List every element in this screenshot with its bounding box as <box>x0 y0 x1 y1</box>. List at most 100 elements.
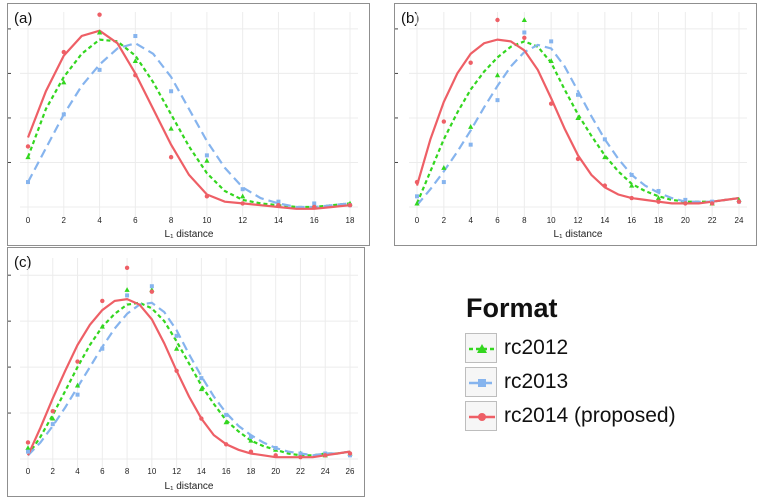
x-tick-label: 10 <box>202 216 211 225</box>
data-point-rc2012 <box>629 182 635 188</box>
data-point-rc2013 <box>75 392 80 397</box>
data-point-rc2012 <box>168 125 174 131</box>
data-point-rc2014-proposed <box>602 183 608 188</box>
data-point-rc2013 <box>125 293 130 298</box>
x-tick-label: 4 <box>75 467 80 476</box>
data-point-rc2013 <box>602 137 607 142</box>
x-tick-label: 24 <box>321 467 330 476</box>
legend: Format rc2012 rc2013 rc2014 (proposed) <box>462 293 752 443</box>
data-point-rc2014-proposed <box>347 203 353 208</box>
data-point-rc2014-proposed <box>124 265 130 271</box>
x-tick-label: 10 <box>147 467 156 476</box>
legend-label: rc2014 (proposed) <box>504 404 676 427</box>
x-tick-label: 16 <box>222 467 231 476</box>
legend-marker <box>477 344 487 353</box>
data-point-rc2014-proposed <box>522 35 527 41</box>
data-point-rc2014-proposed <box>75 359 80 364</box>
data-point-rc2013 <box>224 412 229 417</box>
legend-item-rc2013: rc2013 <box>462 366 752 400</box>
data-point-rc2012 <box>575 115 581 120</box>
data-point-rc2014-proposed <box>168 154 174 160</box>
x-tick-label: 14 <box>600 216 609 225</box>
series-line-rc2012 <box>27 301 351 457</box>
data-point-rc2014-proposed <box>133 73 138 78</box>
data-point-rc2014-proposed <box>248 449 254 454</box>
data-point-rc2013 <box>576 92 580 97</box>
legend-item-rc2012: rc2012 <box>462 332 752 366</box>
x-tick-label: 20 <box>681 216 690 225</box>
data-point-rc2014-proposed <box>312 204 317 210</box>
data-point-rc2012 <box>174 345 180 351</box>
x-tick-label: 18 <box>346 216 355 225</box>
x-tick-label: 14 <box>197 467 206 476</box>
data-point-rc2013 <box>26 449 30 454</box>
data-point-rc2013 <box>149 284 154 289</box>
x-tick-label: 0 <box>26 216 31 225</box>
data-point-rc2014-proposed <box>629 195 634 201</box>
legend-marker <box>478 379 486 387</box>
legend-marker <box>478 413 486 421</box>
x-axis-title: L₁ distance <box>554 229 603 240</box>
data-point-rc2012 <box>99 323 105 329</box>
chart-svg-a: 0 2 4 6 8 10 12 14 16 18 L₁ distance <box>8 12 358 240</box>
data-point-rc2012 <box>494 72 501 78</box>
legend-label: rc2013 <box>504 370 569 393</box>
data-point-rc2013 <box>204 153 209 158</box>
data-point-rc2012 <box>602 154 608 160</box>
x-tick-label: 20 <box>271 467 280 476</box>
data-point-rc2012 <box>223 419 229 425</box>
data-point-rc2014-proposed <box>548 101 554 106</box>
data-point-rc2014-proposed <box>223 442 229 447</box>
x-tick-label: 8 <box>522 216 527 225</box>
data-point-rc2014-proposed <box>97 12 102 17</box>
data-point-rc2012 <box>204 157 210 163</box>
x-tick-label: 0 <box>26 467 31 476</box>
x-tick-label: 26 <box>346 467 355 476</box>
data-point-rc2014-proposed <box>149 289 155 294</box>
data-point-rc2014-proposed <box>50 409 55 414</box>
data-point-rc2013 <box>273 445 278 450</box>
x-tick-label: 4 <box>468 216 473 225</box>
series-line-rc2012 <box>26 38 351 209</box>
data-point-rc2013 <box>169 89 174 94</box>
data-point-rc2013 <box>298 451 303 456</box>
data-point-rc2014-proposed <box>656 199 661 204</box>
series-line-rc2014-proposed <box>26 297 351 459</box>
x-tick-label: 2 <box>442 216 447 225</box>
data-point-rc2014-proposed <box>61 49 66 55</box>
data-point-rc2012 <box>468 124 474 129</box>
x-tick-label: 12 <box>238 216 247 225</box>
data-point-rc2014-proposed <box>323 453 328 458</box>
x-tick-label: 12 <box>172 467 181 476</box>
data-point-rc2013 <box>468 142 473 147</box>
data-point-rc2013 <box>133 34 138 39</box>
legend-key-rc2012 <box>465 333 497 363</box>
panel-label: (c) <box>14 254 32 271</box>
series-line-rc2014-proposed <box>26 29 351 210</box>
data-point-rc2014-proposed <box>25 144 31 149</box>
data-point-rc2013 <box>50 422 55 427</box>
data-point-rc2014-proposed <box>683 201 688 206</box>
data-point-rc2014-proposed <box>414 179 420 185</box>
x-tick-label: 2 <box>62 216 67 225</box>
x-tick-label: 12 <box>574 216 583 225</box>
x-tick-label: 2 <box>51 467 56 476</box>
data-point-rc2014-proposed <box>575 156 581 162</box>
data-point-rc2013 <box>549 39 554 44</box>
legend-key-rc2014 <box>465 401 497 431</box>
x-tick-label: 8 <box>125 467 130 476</box>
data-point-rc2014-proposed <box>100 298 105 304</box>
x-tick-label: 10 <box>547 216 556 225</box>
data-point-rc2013 <box>276 199 281 204</box>
data-point-rc2013 <box>26 180 30 185</box>
data-point-rc2013 <box>199 376 204 381</box>
x-tick-label: 8 <box>169 216 174 225</box>
data-point-rc2012 <box>74 382 81 388</box>
data-point-rc2012 <box>414 200 420 206</box>
x-tick-label: 24 <box>735 216 744 225</box>
data-point-rc2014-proposed <box>240 201 245 206</box>
data-point-rc2013 <box>312 201 317 206</box>
data-point-rc2012 <box>248 437 254 443</box>
data-point-rc2013 <box>61 112 66 117</box>
